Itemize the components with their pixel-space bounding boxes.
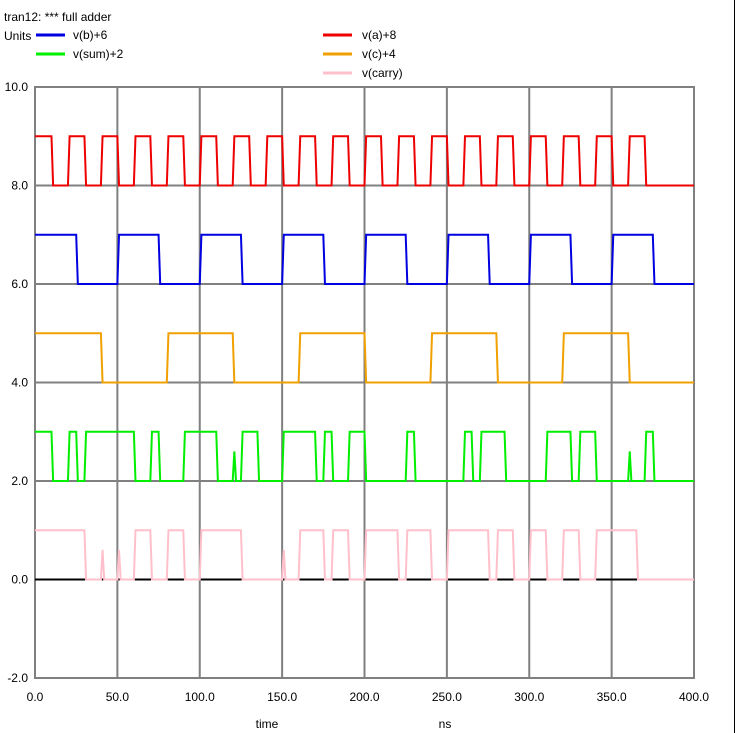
legend-item-v(a)+8: v(a)+8: [323, 28, 397, 42]
y-tick-label-0: -2.0: [7, 671, 28, 685]
x-tick-label-3: 150.0: [267, 690, 297, 704]
x-tick-label-8: 400.0: [679, 690, 709, 704]
x-axis-label: time: [256, 717, 279, 731]
legend-label: v(carry): [362, 66, 403, 80]
legend-item-v(c)+4: v(c)+4: [323, 47, 396, 61]
legend: v(b)+6 v(a)+8 v(sum)+2 v(c)+4 v(carry): [36, 28, 403, 80]
x-tick-label-0: 0.0: [27, 690, 44, 704]
y-tick-label-5: 8.0: [11, 179, 28, 193]
x-axis-unit: ns: [439, 717, 452, 731]
legend-label: v(a)+8: [362, 28, 397, 42]
legend-label: v(b)+6: [73, 28, 108, 42]
x-tick-label-2: 100.0: [185, 690, 215, 704]
y-tick-label-2: 2.0: [11, 474, 28, 488]
legend-label: v(sum)+2: [73, 47, 124, 61]
series-line-v(a)+8: [35, 135, 694, 187]
y-tick-label-4: 6.0: [11, 277, 28, 291]
series-line-v(b)+6: [35, 233, 694, 285]
y-tick-label-3: 4.0: [11, 376, 28, 390]
series-line-v(carry): [35, 529, 694, 581]
legend-item-v(carry): v(carry): [323, 66, 403, 80]
y-tick-label-1: 0.0: [11, 573, 28, 587]
legend-item-v(b)+6: v(b)+6: [36, 28, 108, 42]
x-tick-label-4: 200.0: [349, 690, 379, 704]
x-tick-label-7: 350.0: [597, 690, 627, 704]
series-line-v(sum)+2: [35, 430, 694, 482]
y-axis: -2.0 0.0 2.0 4.0 6.0 8.0 10.0: [5, 80, 29, 685]
legend-item-v(sum)+2: v(sum)+2: [36, 47, 124, 61]
legend-label: v(c)+4: [362, 47, 396, 61]
x-tick-label-6: 300.0: [514, 690, 544, 704]
x-tick-label-1: 50.0: [106, 690, 130, 704]
units-label: Units: [4, 29, 31, 43]
chart-title: tran12: *** full adder: [4, 10, 111, 24]
y-tick-label-6: 10.0: [5, 80, 29, 94]
x-tick-label-5: 250.0: [432, 690, 462, 704]
series-line-v(c)+4: [35, 332, 694, 384]
series-group: [35, 135, 694, 581]
x-axis: 0.0 50.0 100.0 150.0 200.0 250.0 300.0 350.0 400…: [27, 690, 710, 704]
